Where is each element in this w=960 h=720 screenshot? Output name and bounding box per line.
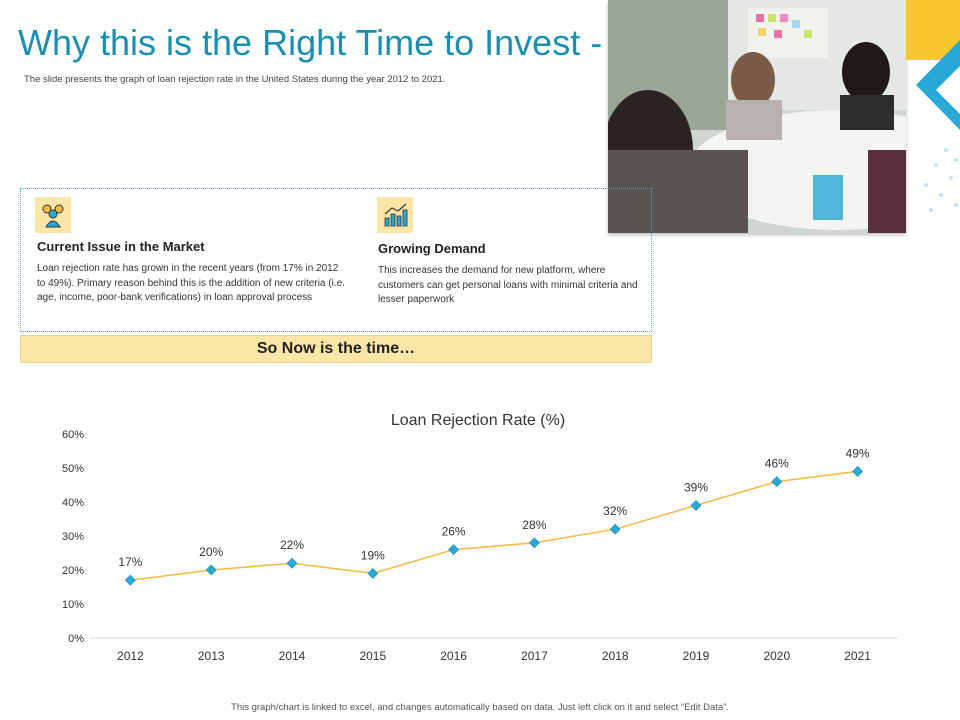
x-tick-label: 2015 [359,649,386,663]
data-point [690,499,702,511]
y-tick-label: 30% [62,531,84,543]
series-line [130,470,858,581]
growing-demand-text: This increases the demand for new platfo… [378,265,638,305]
data-point [367,567,379,579]
x-tick-label: 2016 [440,649,467,663]
y-tick-label: 50% [62,463,84,475]
time-banner: So Now is the time… [20,335,652,363]
y-tick-label: 60% [62,429,84,441]
y-tick-label: 20% [62,565,84,577]
y-tick-label: 40% [62,497,84,509]
x-tick-label: 2017 [521,649,548,663]
growing-demand-heading: Growing Demand [378,241,486,256]
footer-note: This graph/chart is linked to excel, and… [231,702,729,713]
data-label: 32% [603,504,627,518]
meeting-photo [608,0,906,233]
data-label: 20% [199,545,223,559]
data-point [124,574,136,586]
data-point [286,557,298,569]
data-label: 46% [765,457,789,471]
x-tick-label: 2012 [117,649,144,663]
chart-title: Loan Rejection Rate (%) [391,412,565,429]
y-tick-label: 0% [68,633,84,645]
data-label: 26% [442,525,466,539]
loan-rejection-chart: Loan Rejection Rate (%) 0% 10% 20% 30% 40% 50%… [50,400,930,680]
chart-svg: Loan Rejection Rate (%) 0% 10% 20% 30% 40% 50%… [62,412,898,663]
y-tick-label: 10% [62,599,84,611]
growth-chart-icon [377,197,413,233]
data-point [771,476,783,488]
data-label: 39% [684,480,708,494]
x-tick-label: 2013 [198,649,225,663]
idea-person-icon [35,197,71,233]
data-label: 22% [280,538,304,552]
x-tick-label: 2014 [279,649,306,663]
info-panel: Current Issue in the Market Loan rejecti… [20,188,652,332]
x-tick-label: 2020 [763,649,790,663]
current-issue-text: Loan rejection rate has grown in the rec… [37,263,345,303]
data-point [205,564,217,576]
data-point [852,465,864,477]
data-label: 17% [118,555,142,569]
data-point [528,537,540,549]
data-point [609,523,621,535]
data-label: 28% [522,518,546,532]
x-tick-label: 2018 [602,649,629,663]
x-tick-label: 2019 [683,649,710,663]
slide-subtitle: The slide presents the graph of loan rej… [24,74,446,85]
slide-title: Why this is the Right Time to Invest - 2 [18,22,633,63]
decorative-corner [906,0,960,240]
current-issue-heading: Current Issue in the Market [37,239,205,254]
data-label: 49% [846,446,870,460]
data-point [448,544,460,556]
x-tick-label: 2021 [844,649,871,663]
data-label: 19% [361,548,385,562]
